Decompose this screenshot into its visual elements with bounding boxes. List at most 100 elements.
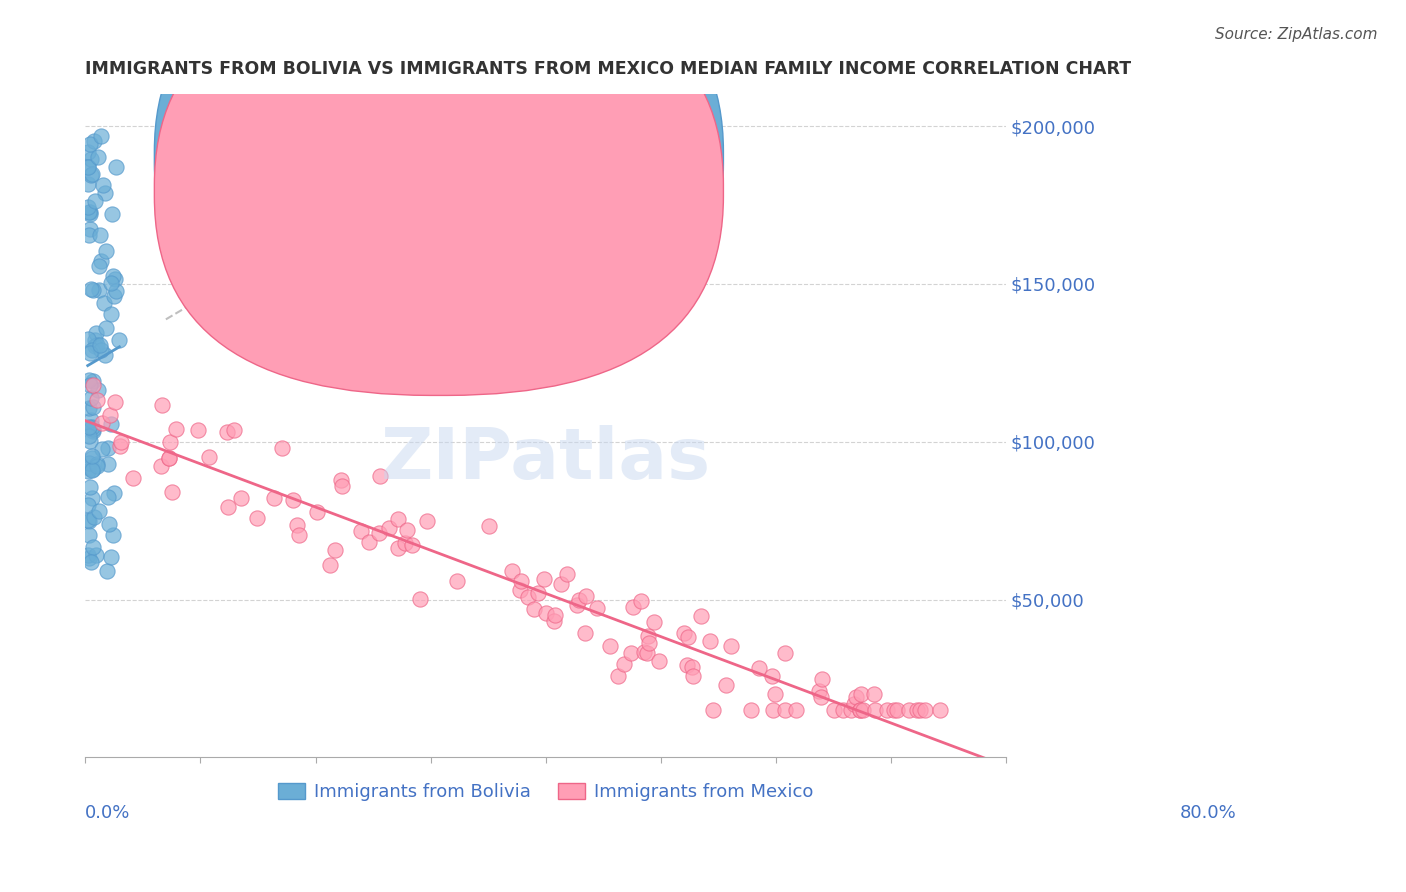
Text: -0.870: -0.870 [489, 182, 548, 200]
Point [93, 186, 115, 200]
Point [762, 703, 785, 717]
Point [620, 646, 643, 660]
Point [87, 504, 110, 518]
Point [863, 687, 886, 701]
Point [785, 703, 807, 717]
Point [80, 451, 103, 466]
Point [97, 457, 120, 471]
Point [217, 500, 239, 515]
Point [110, 434, 132, 449]
Point [90, 129, 112, 144]
Point [77, 429, 100, 443]
Text: N =: N = [534, 148, 582, 167]
Point [77, 200, 100, 214]
Point [82, 343, 104, 357]
Point [330, 479, 353, 493]
Point [77, 227, 100, 242]
Point [80, 419, 103, 434]
Point [84, 548, 107, 562]
Point [100, 549, 122, 564]
Point [672, 626, 695, 640]
Point [93, 296, 115, 310]
Point [91, 416, 114, 430]
Point [77, 456, 100, 470]
Point [97, 490, 120, 504]
Point [638, 636, 661, 650]
Point [162, 485, 184, 500]
Point [446, 574, 468, 589]
Point [82, 283, 104, 297]
Point [77, 548, 100, 562]
Point [599, 639, 621, 653]
Point [550, 576, 572, 591]
Point [77, 145, 100, 159]
Text: -0.190: -0.190 [489, 148, 548, 167]
Point [323, 542, 346, 557]
Point [89, 228, 111, 243]
Point [79, 205, 101, 219]
Point [87, 383, 110, 397]
Point [77, 550, 100, 565]
FancyBboxPatch shape [155, 0, 724, 395]
Point [621, 600, 644, 615]
Point [876, 703, 898, 717]
Point [229, 491, 252, 505]
Point [845, 690, 868, 705]
Point [606, 669, 628, 683]
Point [637, 629, 659, 643]
Point [94, 244, 117, 259]
Point [478, 518, 501, 533]
Point [585, 601, 607, 615]
Text: 94: 94 [571, 148, 595, 167]
Point [103, 271, 125, 285]
Point [86, 457, 108, 471]
Point [97, 516, 120, 531]
Point [630, 593, 652, 607]
Point [387, 541, 409, 555]
Point [86, 459, 108, 474]
Point [523, 602, 546, 616]
Point [574, 626, 596, 640]
Point [104, 395, 127, 409]
Point [676, 657, 699, 672]
Point [80, 555, 103, 569]
Point [122, 471, 145, 485]
Point [83, 510, 105, 524]
Point [91, 442, 114, 457]
Point [852, 703, 875, 717]
Point [811, 672, 834, 686]
Point [157, 451, 180, 466]
Point [215, 425, 238, 439]
Point [80, 152, 103, 166]
Point [77, 161, 100, 175]
Text: Source: ZipAtlas.com: Source: ZipAtlas.com [1215, 27, 1378, 42]
Point [763, 687, 786, 701]
Point [77, 513, 100, 527]
Point [100, 417, 122, 431]
Point [865, 703, 887, 717]
Point [849, 703, 872, 717]
Point [198, 450, 221, 464]
Point [187, 423, 209, 437]
Point [270, 441, 292, 455]
Point [80, 283, 103, 297]
Point [150, 398, 173, 412]
Point [897, 703, 920, 717]
Point [699, 633, 721, 648]
Point [849, 703, 872, 717]
Point [77, 373, 100, 387]
Text: IMMIGRANTS FROM BOLIVIA VS IMMIGRANTS FROM MEXICO MEDIAN FAMILY INCOME CORRELATI: IMMIGRANTS FROM BOLIVIA VS IMMIGRANTS FR… [86, 60, 1132, 78]
Text: ZIPatlas: ZIPatlas [381, 425, 711, 493]
Point [89, 283, 111, 297]
Point [394, 536, 416, 550]
Point [773, 703, 796, 717]
Point [409, 591, 432, 606]
Point [287, 528, 309, 542]
Point [79, 346, 101, 360]
Point [96, 321, 118, 335]
Point [305, 505, 328, 519]
Point [395, 523, 418, 537]
Point [643, 615, 665, 629]
Text: 0.0%: 0.0% [86, 804, 131, 822]
Point [76, 498, 98, 512]
